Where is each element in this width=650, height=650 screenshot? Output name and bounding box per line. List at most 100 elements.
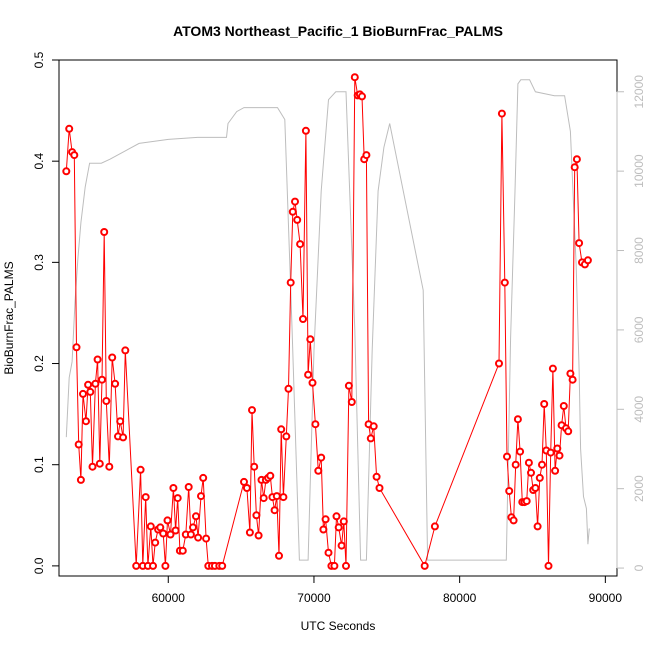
data-point (250, 462, 259, 471)
x-tick-label: 80000 (443, 591, 477, 605)
data-point (369, 422, 378, 431)
data-point (151, 538, 160, 547)
data-point (500, 278, 509, 287)
x-axis-label: UTC Seconds (301, 619, 376, 633)
data-point (531, 484, 540, 492)
data-point (564, 427, 573, 436)
data-point (347, 398, 356, 406)
altitude-line (65, 79, 590, 561)
data-point (319, 525, 328, 534)
data-point (553, 444, 562, 453)
data-point (277, 425, 286, 434)
y-tick-label: 0.5 (32, 51, 46, 68)
data-point (551, 466, 560, 475)
data-point (76, 475, 85, 484)
data-point (62, 167, 71, 176)
data-point (252, 511, 261, 520)
data-point (362, 151, 371, 160)
data-point (84, 380, 93, 389)
data-point (296, 240, 305, 249)
data-point (358, 92, 366, 101)
data-point (184, 483, 193, 491)
bioburnfrac-series (62, 73, 592, 570)
y-tick-label: 0.0 (32, 557, 46, 574)
y-tick-label: 0.2 (32, 355, 46, 372)
data-point (240, 477, 248, 486)
data-point (136, 465, 145, 474)
data-point (291, 197, 299, 206)
data-point (337, 541, 346, 550)
y-axis: 0.0 0.1 0.2 0.3 0.4 0.5 (32, 51, 60, 574)
y2-tick-label: 6000 (632, 316, 646, 343)
data-point (93, 355, 102, 364)
data-point (535, 473, 544, 482)
data-point (146, 522, 155, 531)
data-point (108, 353, 117, 362)
data-point (70, 151, 79, 160)
data-point (583, 256, 592, 265)
data-point (286, 278, 295, 287)
data-point (344, 381, 353, 390)
data-point (311, 420, 320, 429)
data-point (259, 494, 268, 503)
data-point (218, 561, 227, 570)
y-tick-label: 0.4 (32, 153, 46, 170)
data-point (79, 389, 87, 398)
y-tick-label: 0.3 (32, 254, 46, 271)
data-point (199, 473, 208, 482)
data-point (91, 379, 100, 388)
data-point (495, 359, 503, 368)
data-point (65, 124, 74, 133)
data-point (533, 522, 542, 531)
data-point (74, 440, 83, 449)
data-point (538, 460, 546, 469)
data-point (275, 551, 283, 560)
data-point (132, 561, 141, 570)
data-point (82, 417, 90, 426)
data-point (284, 384, 293, 393)
y2-axis: 0 2000 4000 6000 8000 10000 12000 (616, 75, 646, 571)
data-point (566, 369, 575, 378)
data-point (248, 406, 256, 415)
data-point (254, 531, 263, 540)
data-point (546, 448, 555, 457)
data-point (189, 523, 197, 532)
x-axis: 60000 70000 80000 90000 (152, 575, 622, 605)
data-point (171, 526, 180, 535)
data-point (324, 548, 333, 557)
y2-tick-label: 10000 (632, 154, 646, 188)
chart-title: ATOM3 Northeast_Pacific_1 BioBurnFrac_PA… (173, 23, 503, 39)
data-point (559, 402, 568, 410)
data-point (420, 561, 429, 570)
data-point (202, 534, 211, 543)
data-point (197, 492, 205, 501)
data-point (279, 493, 288, 502)
data-point (121, 346, 130, 355)
data-point (186, 530, 195, 539)
data-point (509, 516, 518, 525)
data-point (72, 343, 81, 352)
data-point (568, 375, 577, 384)
data-point (497, 109, 506, 118)
data-point (366, 434, 375, 443)
data-point (575, 239, 584, 248)
data-point (163, 516, 172, 525)
data-point (173, 494, 182, 503)
data-point (334, 523, 343, 532)
data-point (527, 468, 535, 477)
data-point (116, 417, 125, 426)
data-point (100, 228, 109, 236)
data-point (192, 512, 200, 521)
altitude-series (65, 79, 590, 561)
data-point (105, 462, 114, 471)
data-point (306, 335, 315, 344)
data-point (169, 484, 178, 492)
data-point (317, 453, 326, 462)
data-point (102, 397, 111, 405)
data-point (159, 529, 168, 538)
data-point (111, 379, 120, 388)
data-point (88, 462, 97, 471)
data-point (299, 315, 307, 323)
